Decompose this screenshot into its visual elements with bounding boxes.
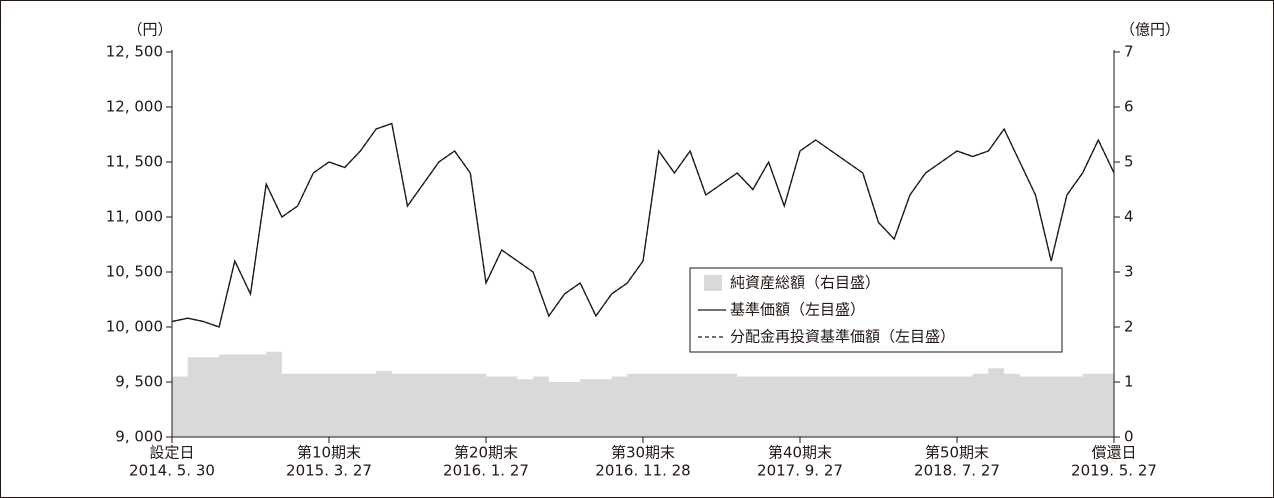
y2-tick-label: 5 [1124,153,1134,171]
x-tick-label: 償還日 [1091,444,1136,462]
legend-label: 基準価額（左目盛） [730,301,865,319]
y-tick-label: 9, 000 [115,428,163,446]
y-tick-label: 12, 000 [106,98,163,116]
x-tick-date: 2014. 5. 30 [129,462,215,480]
x-tick-label: 第30期末 [611,444,675,462]
y-tick-label: 10, 500 [106,263,163,281]
x-tick-label: 第50期末 [925,444,989,462]
y2-tick-label: 7 [1124,43,1134,61]
y2-axis-label: （億円） [1120,21,1180,39]
x-tick-date: 2016. 1. 27 [443,462,529,480]
legend-label: 純資産総額（右目盛） [730,274,880,292]
legend-swatch [704,275,722,291]
y-tick-label: 10, 000 [106,318,163,336]
area [172,351,1114,437]
x-tick-date: 2019. 5. 27 [1071,462,1157,480]
y2-tick-label: 3 [1124,263,1134,281]
x-tick-label: 第40期末 [768,444,832,462]
x-tick-date: 2015. 3. 27 [286,462,372,480]
y-tick-label: 11, 500 [106,153,163,171]
y2-tick-label: 6 [1124,98,1134,116]
y-axis-label: （円） [127,21,172,39]
y-tick-label: 11, 000 [106,208,163,226]
legend-box [689,267,1063,353]
legend-label: 分配金再投資基準価額（左目盛） [730,328,955,346]
dashed-line [171,122,1115,328]
y2-tick-label: 4 [1124,208,1134,226]
y-tick-label: 12, 500 [106,43,163,61]
x-tick-date: 2017. 9. 27 [757,462,843,480]
x-tick-label: 第20期末 [454,444,518,462]
y2-tick-label: 1 [1124,373,1134,391]
y-tick-label: 9, 500 [115,373,163,391]
x-tick-label: 第10期末 [297,444,361,462]
y2-tick-label: 0 [1124,428,1134,446]
x-tick-date: 2016. 11. 28 [595,462,690,480]
x-tick-label: 設定日 [149,444,194,462]
x-tick-date: 2018. 7. 27 [914,462,1000,480]
y2-tick-label: 2 [1124,318,1134,336]
